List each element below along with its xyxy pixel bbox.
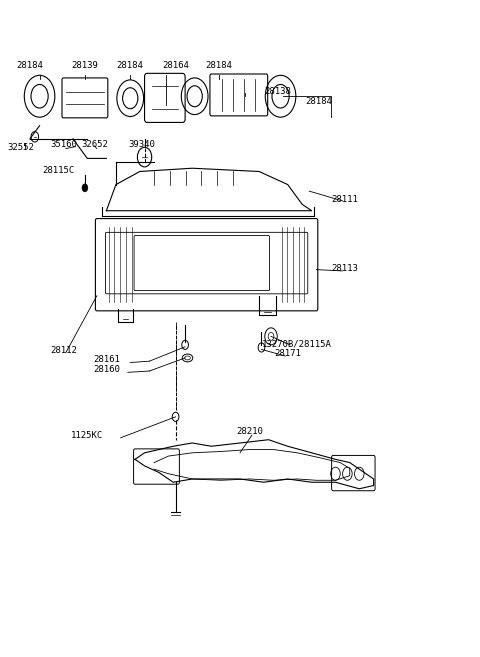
Circle shape [82, 184, 88, 192]
Text: 28111: 28111 [332, 195, 359, 204]
Text: 28210: 28210 [236, 428, 263, 436]
Text: 28161: 28161 [93, 355, 120, 365]
Text: 28184: 28184 [305, 97, 332, 106]
Text: 32652: 32652 [81, 139, 108, 148]
Text: 28115C: 28115C [43, 166, 75, 175]
Text: 39340: 39340 [129, 139, 156, 148]
Text: 32552: 32552 [7, 143, 34, 152]
Text: 28112: 28112 [50, 346, 77, 355]
Text: 28184: 28184 [17, 61, 44, 70]
Text: 28138: 28138 [265, 87, 292, 97]
Text: 28160: 28160 [93, 365, 120, 374]
Text: 28139: 28139 [72, 61, 98, 70]
Text: 35160: 35160 [50, 139, 77, 148]
Text: 28184: 28184 [117, 61, 144, 70]
Text: 28171: 28171 [274, 349, 301, 358]
Text: 1125KC: 1125KC [71, 431, 103, 440]
Text: 28164: 28164 [162, 61, 189, 70]
Text: 13270B/28115A: 13270B/28115A [263, 339, 332, 348]
Text: 28184: 28184 [205, 61, 232, 70]
Text: 28113: 28113 [332, 264, 359, 273]
